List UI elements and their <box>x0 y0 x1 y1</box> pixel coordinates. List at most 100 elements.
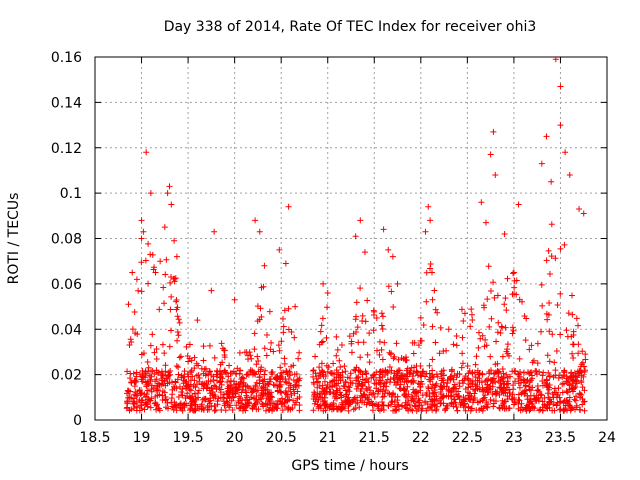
data-point <box>129 326 136 333</box>
data-point <box>373 401 380 408</box>
data-point <box>516 355 523 362</box>
data-point <box>477 335 484 342</box>
data-point <box>489 383 496 390</box>
data-point <box>323 385 330 392</box>
data-point <box>431 402 438 409</box>
data-point <box>327 369 334 376</box>
y-tick-label: 0.16 <box>51 50 82 66</box>
data-point <box>406 369 413 376</box>
data-point <box>190 407 197 414</box>
data-point <box>444 402 451 409</box>
data-point <box>217 378 224 385</box>
chart-title: Day 338 of 2014, Rate Of TEC Index for r… <box>164 19 537 35</box>
data-point <box>175 394 182 401</box>
data-point <box>337 377 344 384</box>
data-point <box>284 393 291 400</box>
data-point <box>388 367 395 374</box>
data-point <box>504 378 511 385</box>
data-point <box>236 405 243 412</box>
data-point <box>523 315 530 322</box>
data-point <box>206 342 213 349</box>
data-point <box>221 347 228 354</box>
data-point <box>419 370 426 377</box>
data-point <box>376 351 383 358</box>
data-point <box>125 394 132 401</box>
data-point <box>451 381 458 388</box>
x-tick-label: 21 <box>319 430 337 446</box>
data-point <box>483 386 490 393</box>
data-point <box>533 371 540 378</box>
data-point <box>172 275 179 282</box>
data-point <box>153 345 160 352</box>
data-point <box>159 372 166 379</box>
data-point <box>424 405 431 412</box>
data-point <box>342 397 349 404</box>
data-point <box>364 351 371 358</box>
data-point <box>391 353 398 360</box>
data-point <box>572 406 579 413</box>
data-point <box>344 397 351 404</box>
data-point <box>373 385 380 392</box>
data-point <box>127 388 134 395</box>
data-point <box>314 378 321 385</box>
data-point <box>554 391 561 398</box>
data-point <box>553 402 560 409</box>
data-point <box>342 378 349 385</box>
data-point <box>581 387 588 394</box>
data-point <box>525 383 532 390</box>
data-point <box>189 373 196 380</box>
data-point <box>336 385 343 392</box>
data-point <box>472 381 479 388</box>
data-point <box>269 404 276 411</box>
data-point <box>393 340 400 347</box>
data-point <box>501 230 508 237</box>
data-point <box>552 367 559 374</box>
data-point <box>263 331 270 338</box>
data-point <box>445 326 452 333</box>
data-point <box>310 407 317 414</box>
data-point <box>187 387 194 394</box>
data-point <box>428 396 435 403</box>
data-point <box>225 373 232 380</box>
data-point <box>167 306 174 313</box>
data-point <box>486 323 493 330</box>
data-point <box>546 358 553 365</box>
data-point <box>140 228 147 235</box>
data-point <box>476 386 483 393</box>
data-point <box>280 329 287 336</box>
data-point <box>434 373 441 380</box>
data-point <box>275 342 282 349</box>
data-point <box>428 403 435 410</box>
data-point <box>577 406 584 413</box>
data-point <box>352 233 359 240</box>
data-point <box>506 386 513 393</box>
data-point <box>573 315 580 322</box>
data-point <box>151 349 158 356</box>
data-point <box>546 328 553 335</box>
data-point <box>191 354 198 361</box>
data-point <box>346 333 353 340</box>
x-tick-label: 20 <box>226 430 244 446</box>
data-point <box>212 406 219 413</box>
data-point <box>265 406 272 413</box>
data-point <box>168 274 175 281</box>
data-point <box>239 386 246 393</box>
data-point <box>444 377 451 384</box>
data-point <box>181 368 188 375</box>
data-point <box>501 405 508 412</box>
data-point <box>526 399 533 406</box>
data-point <box>174 313 181 320</box>
data-point <box>569 350 576 357</box>
data-point <box>212 402 219 409</box>
data-point <box>216 367 223 374</box>
data-point <box>161 300 168 307</box>
data-point <box>519 389 526 396</box>
data-point <box>251 346 258 353</box>
data-point <box>245 384 252 391</box>
data-point <box>133 369 140 376</box>
data-point <box>487 288 494 295</box>
data-point <box>142 401 149 408</box>
data-point <box>447 393 454 400</box>
data-point <box>415 342 422 349</box>
data-point <box>229 407 236 414</box>
